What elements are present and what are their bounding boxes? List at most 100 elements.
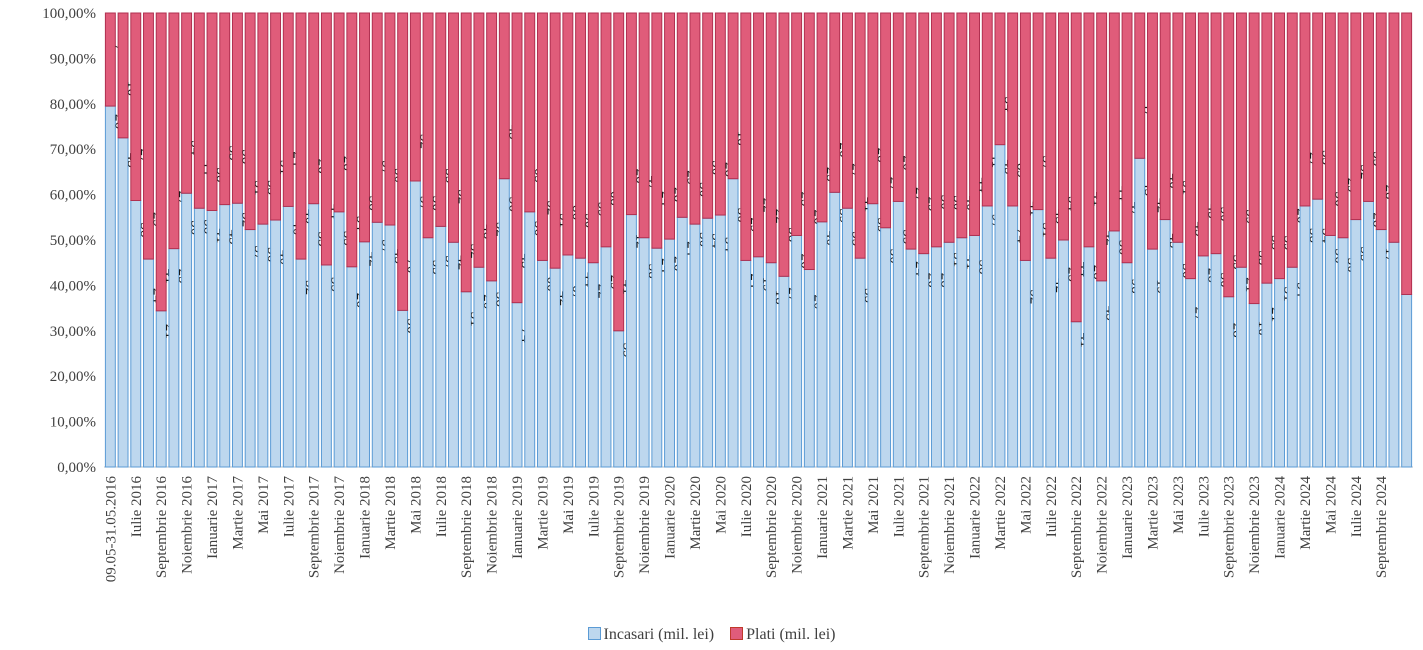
bar-plati[interactable]	[969, 12, 981, 236]
bar-plati[interactable]	[1147, 12, 1158, 250]
bar-plati[interactable]	[422, 12, 434, 239]
bar-plati[interactable]	[130, 12, 142, 202]
bar-plati[interactable]	[1223, 12, 1235, 298]
bar-plati[interactable]	[1197, 12, 1209, 257]
bar-incasari[interactable]	[575, 257, 587, 468]
bar-plati[interactable]	[918, 12, 930, 255]
bar-incasari[interactable]	[816, 221, 828, 468]
bar-plati[interactable]	[270, 12, 282, 221]
bar-plati[interactable]	[549, 12, 561, 269]
bar-incasari[interactable]	[1197, 255, 1209, 468]
bar-plati[interactable]	[1274, 12, 1286, 280]
bar-plati[interactable]	[638, 12, 650, 239]
bar-plati[interactable]	[689, 12, 701, 225]
bar-incasari[interactable]	[524, 211, 536, 468]
bar-plati[interactable]	[651, 12, 663, 249]
bar-plati[interactable]	[181, 12, 193, 194]
bar-plati[interactable]	[460, 12, 472, 293]
bar-plati[interactable]	[994, 12, 1006, 146]
bar-plati[interactable]	[765, 12, 777, 264]
legend-item-plati[interactable]: Plati (mil. lei)	[730, 626, 835, 644]
bar-plati[interactable]	[664, 12, 675, 240]
bar-plati[interactable]	[231, 12, 243, 204]
bar-incasari[interactable]	[867, 203, 879, 468]
bar-plati[interactable]	[1324, 12, 1336, 236]
bar-plati[interactable]	[714, 12, 726, 216]
bar-plati[interactable]	[104, 12, 116, 107]
bar-plati[interactable]	[1007, 12, 1019, 207]
bar-plati[interactable]	[193, 12, 205, 209]
bar-incasari[interactable]	[359, 241, 370, 468]
bar-plati[interactable]	[511, 12, 523, 304]
bar-plati[interactable]	[816, 12, 828, 223]
bar-plati[interactable]	[981, 12, 993, 207]
bar-incasari[interactable]	[282, 205, 294, 468]
bar-plati[interactable]	[282, 12, 294, 207]
bar-incasari[interactable]	[371, 221, 383, 468]
bar-plati[interactable]	[1083, 12, 1095, 248]
bar-plati[interactable]	[702, 12, 714, 219]
bar-plati[interactable]	[1235, 12, 1247, 268]
bar-incasari[interactable]	[689, 223, 701, 468]
bar-plati[interactable]	[536, 12, 548, 261]
bar-plati[interactable]	[1045, 12, 1057, 259]
bar-plati[interactable]	[371, 12, 383, 223]
bar-incasari[interactable]	[791, 234, 803, 468]
bar-incasari[interactable]	[104, 105, 116, 468]
bar-plati[interactable]	[168, 12, 180, 250]
bar-plati[interactable]	[1261, 12, 1273, 284]
bar-plati[interactable]	[575, 12, 587, 259]
bar-incasari[interactable]	[486, 280, 498, 468]
bar-incasari[interactable]	[905, 248, 917, 468]
bar-plati[interactable]	[1286, 12, 1298, 268]
bar-plati[interactable]	[1134, 12, 1146, 159]
bar-incasari[interactable]	[778, 275, 790, 468]
bar-plati[interactable]	[1032, 12, 1044, 211]
bar-plati[interactable]	[1337, 12, 1349, 239]
bar-incasari[interactable]	[740, 259, 752, 468]
bar-plati[interactable]	[1350, 12, 1362, 221]
bar-plati[interactable]	[1172, 12, 1184, 243]
bar-incasari[interactable]	[1108, 230, 1120, 468]
bar-incasari[interactable]	[397, 309, 409, 468]
bar-incasari[interactable]	[409, 180, 421, 468]
bar-plati[interactable]	[473, 12, 485, 268]
bar-incasari[interactable]	[956, 237, 968, 468]
bar-plati[interactable]	[829, 12, 841, 193]
bar-plati[interactable]	[435, 12, 447, 227]
bar-plati[interactable]	[1058, 12, 1069, 241]
bar-incasari[interactable]	[664, 238, 675, 468]
bar-plati[interactable]	[905, 12, 917, 250]
bar-plati[interactable]	[155, 12, 167, 312]
bar-plati[interactable]	[244, 12, 256, 231]
bar-incasari[interactable]	[448, 241, 459, 468]
bar-plati[interactable]	[803, 12, 815, 271]
bar-incasari[interactable]	[1363, 200, 1374, 468]
bar-incasari[interactable]	[1388, 241, 1400, 468]
bar-plati[interactable]	[384, 12, 396, 226]
bar-plati[interactable]	[1363, 12, 1374, 202]
bar-incasari[interactable]	[244, 229, 256, 468]
bar-incasari[interactable]	[320, 264, 332, 468]
bar-incasari[interactable]	[1235, 266, 1247, 468]
legend-item-incasari[interactable]: Incasari (mil. lei)	[587, 626, 714, 644]
bar-plati[interactable]	[625, 12, 637, 216]
bar-plati[interactable]	[524, 12, 536, 213]
bar-incasari[interactable]	[1324, 234, 1336, 468]
bar-incasari[interactable]	[1159, 219, 1171, 468]
bar-plati[interactable]	[1096, 12, 1108, 282]
bar-plati[interactable]	[956, 12, 968, 239]
bar-plati[interactable]	[892, 12, 904, 202]
bar-plati[interactable]	[791, 12, 803, 236]
bar-incasari[interactable]	[714, 214, 726, 468]
bar-incasari[interactable]	[981, 205, 993, 468]
bar-plati[interactable]	[486, 12, 498, 282]
bar-incasari[interactable]	[842, 207, 853, 468]
bar-plati[interactable]	[1210, 12, 1222, 255]
bar-plati[interactable]	[143, 12, 154, 260]
bar-incasari[interactable]	[193, 207, 205, 468]
bar-plati[interactable]	[778, 12, 790, 277]
bar-incasari[interactable]	[231, 202, 243, 468]
bar-plati[interactable]	[676, 12, 688, 218]
bar-plati[interactable]	[854, 12, 866, 259]
